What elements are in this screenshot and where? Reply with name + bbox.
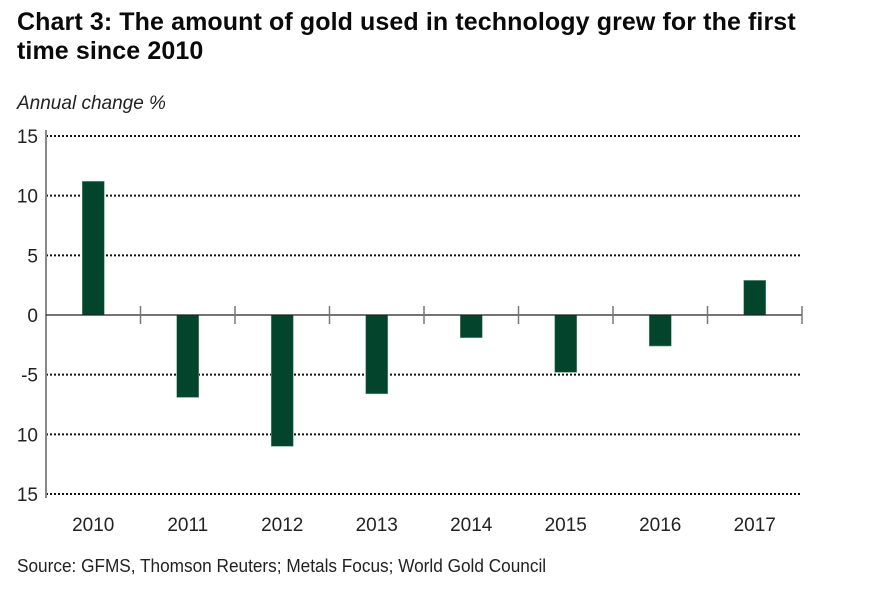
bar-2013 bbox=[365, 314, 389, 395]
x-tick-label: 2011 bbox=[167, 515, 208, 536]
chart-title: Chart 3: The amount of gold used in tech… bbox=[17, 8, 796, 65]
y-tick-label: 10 bbox=[17, 425, 38, 446]
x-tick-labels: 2010 2011 2012 2013 2014 2015 2016 2017 bbox=[72, 515, 776, 536]
axes bbox=[45, 130, 803, 498]
x-tick-label: 2015 bbox=[545, 515, 587, 536]
y-tick-label: 15 bbox=[17, 485, 38, 506]
bar-2015 bbox=[554, 314, 578, 373]
y-tick-label: -5 bbox=[21, 366, 38, 387]
x-tick-label: 2013 bbox=[356, 515, 398, 536]
bar-2016 bbox=[648, 314, 672, 347]
y-tick-labels: 15 10 5 0 -5 10 15 bbox=[17, 127, 38, 506]
y-tick-label: 0 bbox=[27, 306, 38, 327]
bar-2011 bbox=[176, 314, 200, 398]
gridlines bbox=[46, 135, 802, 495]
y-axis-label: Annual change % bbox=[17, 93, 166, 114]
x-tick-label: 2016 bbox=[639, 515, 681, 536]
x-tick-label: 2017 bbox=[734, 515, 776, 536]
bar-2012 bbox=[270, 314, 294, 447]
y-tick-label: 10 bbox=[17, 187, 38, 208]
source-note: Source: GFMS, Thomson Reuters; Metals Fo… bbox=[17, 555, 547, 576]
x-tick-label: 2014 bbox=[450, 515, 493, 536]
y-tick-label: 15 bbox=[17, 127, 38, 148]
bar-2010 bbox=[81, 181, 105, 316]
x-tick-label: 2010 bbox=[72, 515, 114, 536]
bar-2017 bbox=[743, 280, 767, 316]
y-tick-label: 5 bbox=[27, 246, 38, 267]
x-tick-label: 2012 bbox=[261, 515, 303, 536]
bar-2014 bbox=[459, 314, 483, 338]
